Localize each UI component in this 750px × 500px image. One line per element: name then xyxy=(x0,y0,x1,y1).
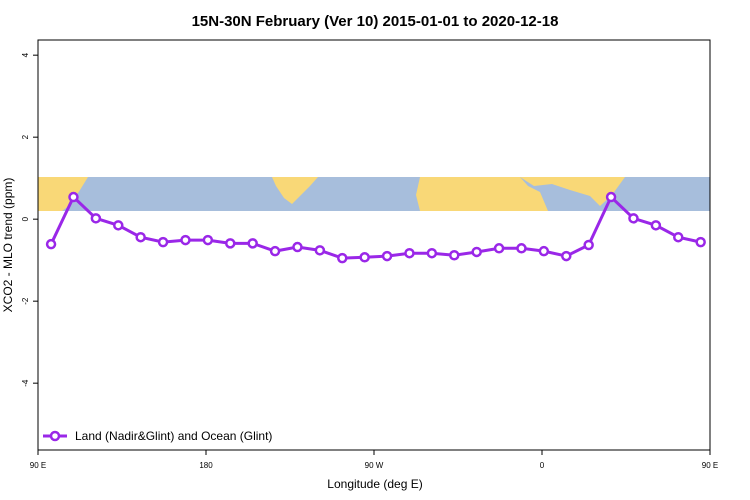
point xyxy=(157,236,169,248)
point xyxy=(493,243,505,254)
legend-label: Land (Nadir&Glint) and Ocean (Glint) xyxy=(75,429,272,443)
y-tick-label: 0 xyxy=(21,216,30,221)
x-tick-label: 180 xyxy=(199,461,213,470)
point xyxy=(561,250,572,262)
point xyxy=(269,245,281,257)
point xyxy=(113,220,124,231)
x-tick-label: 90 E xyxy=(702,461,718,470)
x-tick-label: 90 W xyxy=(365,461,384,470)
x-tick-label: 90 E xyxy=(30,461,46,470)
point xyxy=(404,247,415,259)
point xyxy=(180,234,191,246)
x-tick-label: 0 xyxy=(540,461,545,470)
point xyxy=(605,191,617,203)
point xyxy=(650,220,662,231)
y-tick-label: 2 xyxy=(21,134,30,139)
point xyxy=(583,239,594,251)
point xyxy=(628,213,639,224)
y-tick-label: 4 xyxy=(21,52,30,57)
legend-marker xyxy=(49,430,61,442)
point xyxy=(695,236,706,248)
point xyxy=(247,238,258,249)
point xyxy=(471,246,482,258)
point xyxy=(135,231,146,243)
point xyxy=(426,247,438,259)
point xyxy=(673,231,684,243)
x-axis-label: Longitude (deg E) xyxy=(327,477,422,491)
point xyxy=(90,213,102,224)
point xyxy=(538,245,550,257)
y-axis-label: XCO2 - MLO trend (ppm) xyxy=(1,178,15,313)
y-tick-label: -4 xyxy=(21,379,30,387)
point xyxy=(359,252,370,263)
y-tick-label: -2 xyxy=(21,297,30,305)
point xyxy=(449,250,460,261)
point xyxy=(225,238,236,249)
point xyxy=(292,241,303,253)
point xyxy=(45,238,57,250)
plot-frame xyxy=(37,39,711,451)
point xyxy=(202,234,214,246)
point xyxy=(337,252,348,264)
point xyxy=(314,245,326,256)
point xyxy=(68,191,79,203)
point xyxy=(516,243,527,254)
point xyxy=(381,250,393,262)
chart-title: 15N-30N February (Ver 10) 2015-01-01 to … xyxy=(192,13,559,30)
map-band xyxy=(38,177,710,211)
